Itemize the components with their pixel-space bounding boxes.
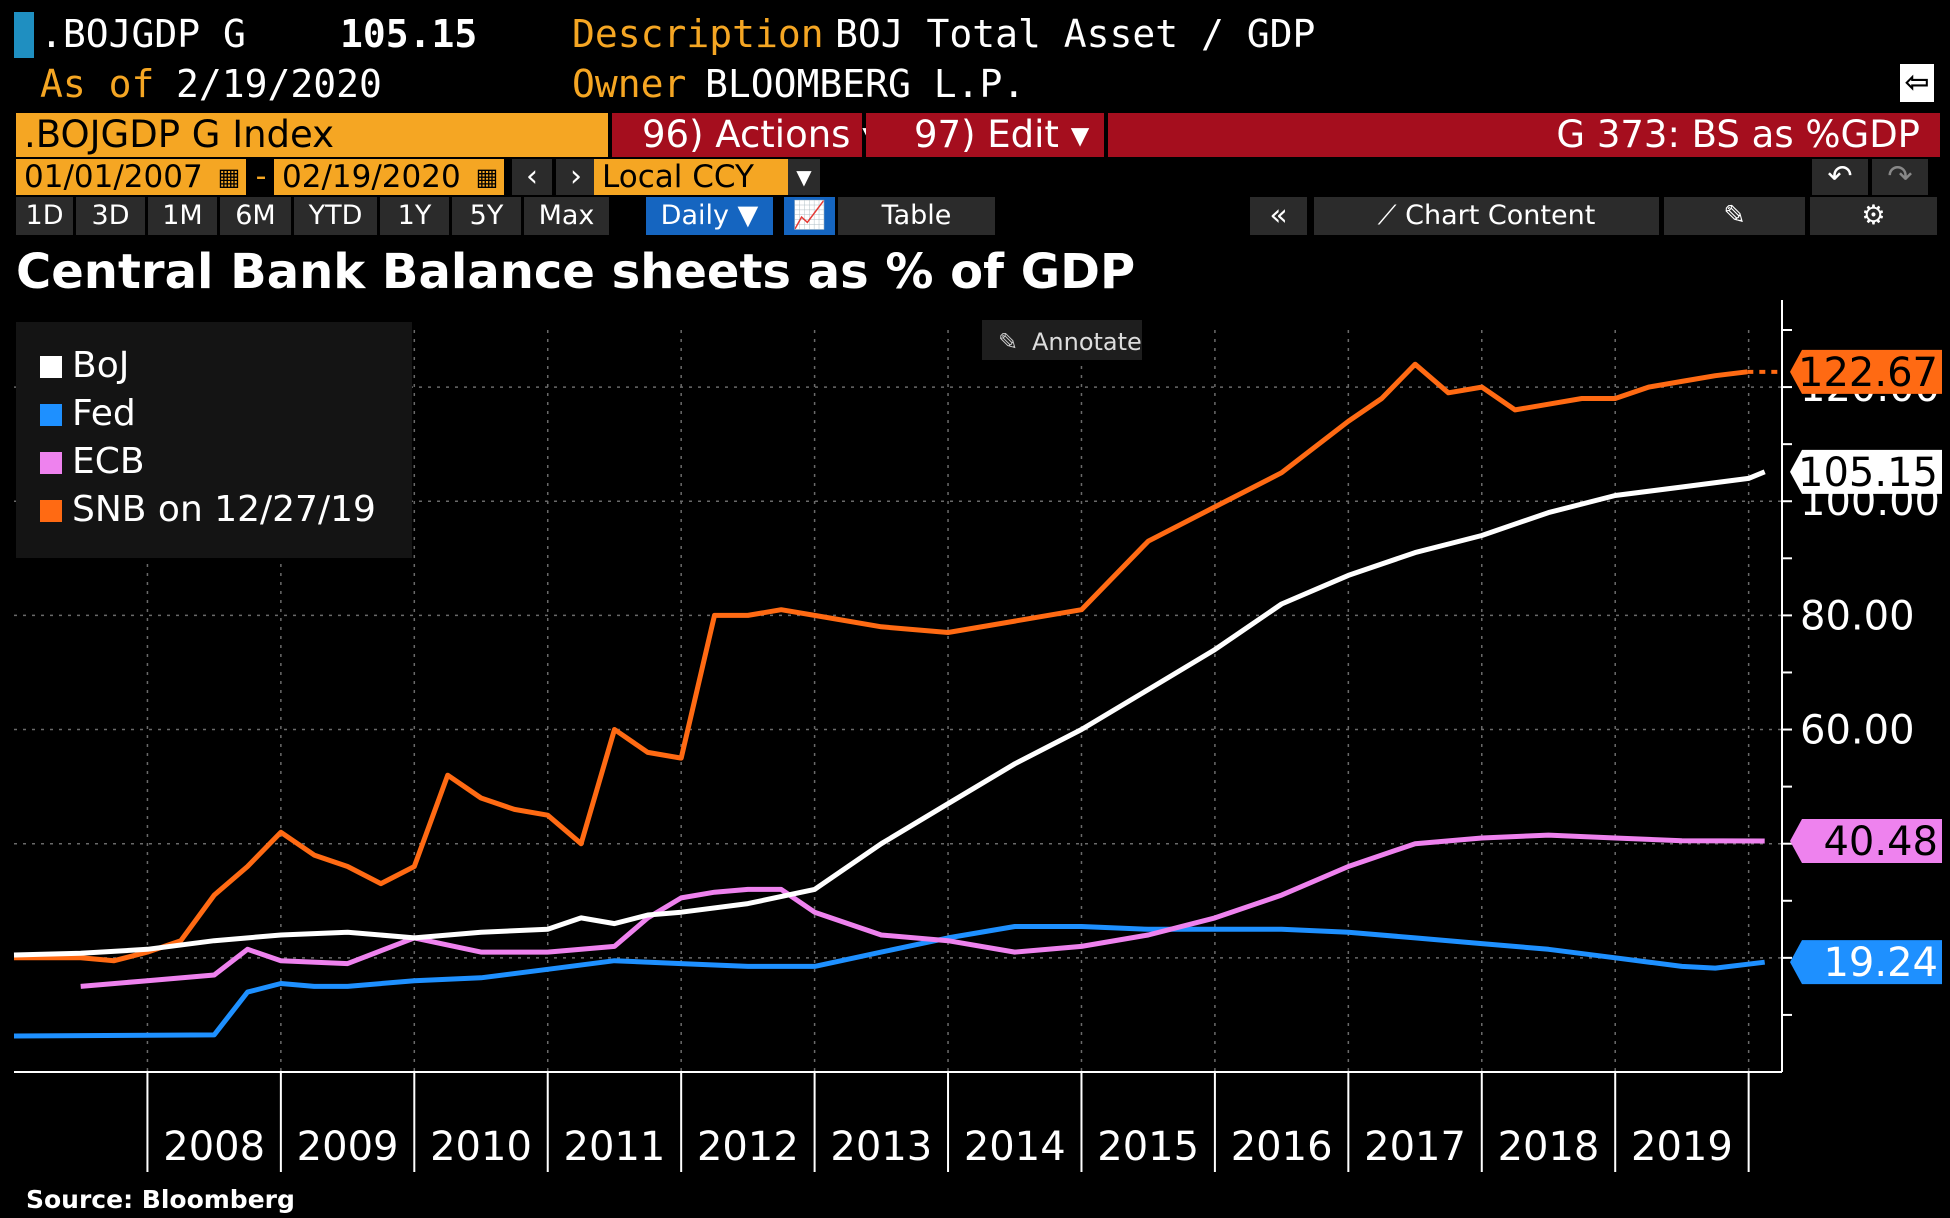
period-max[interactable]: Max	[524, 197, 612, 235]
last-value-tag	[1790, 449, 1942, 494]
last-value-text: 19.24	[1823, 940, 1938, 986]
calendar-icon[interactable]: ▦	[212, 159, 246, 195]
chevron-down-icon[interactable]: ▼	[788, 159, 820, 195]
x-tick-label: 2015	[1097, 1124, 1199, 1170]
calendar-icon[interactable]: ▦	[470, 159, 504, 195]
description-value: BOJ Total Asset / GDP	[835, 12, 1316, 56]
last-value-text: 105.15	[1798, 450, 1938, 496]
security-header: .BOJGDP G 105.15 Description BOJ Total A…	[0, 0, 1950, 115]
x-tick-label: 2010	[430, 1124, 532, 1170]
chart-title: Central Bank Balance sheets as % of GDP	[16, 244, 1136, 300]
legend-label-ecb: ECB	[72, 441, 145, 482]
date-bar: 01/01/2007 ▦ - 02/19/2020 ▦ ‹ › Local CC…	[16, 159, 1940, 195]
security-input[interactable]: .BOJGDP G Index	[16, 113, 608, 157]
last-value-label: 40.48	[1790, 818, 1942, 865]
actions-menu[interactable]: 96) Actions ▾	[612, 113, 881, 157]
period-ytd[interactable]: YTD	[294, 197, 380, 235]
frequency-select[interactable]: Daily ▼	[646, 197, 776, 235]
series-line-snb	[14, 361, 1748, 964]
series-lines	[13, 361, 1766, 1039]
function-title: G 373: BS as %GDP	[1108, 113, 1940, 157]
export-icon[interactable]: ⇦	[1900, 64, 1934, 102]
date-separator: -	[255, 159, 267, 194]
command-bar: .BOJGDP G Index 96) Actions ▾ 97) Edit ▾…	[16, 113, 1940, 157]
redo-icon[interactable]: ↷	[1872, 159, 1928, 195]
period-3d[interactable]: 3D	[76, 197, 148, 235]
ticker-price: 105.15	[340, 12, 478, 56]
legend-label-fed: Fed	[72, 393, 136, 434]
period-bar: 1D 3D 1M 6M YTD 1Y 5Y Max Daily ▼ 📈 Tabl…	[16, 197, 1940, 235]
period-6m[interactable]: 6M	[220, 197, 294, 235]
period-1d[interactable]: 1D	[16, 197, 76, 235]
series-line-ecb	[80, 832, 1765, 989]
source-note: Source: Bloomberg	[26, 1185, 295, 1214]
last-value-labels: 122.67 105.15 40.48 19.24	[1747, 349, 1942, 986]
last-value-tag	[1790, 818, 1942, 863]
legend-label-boj: BoJ	[72, 345, 129, 386]
last-value-text: 122.67	[1798, 350, 1938, 396]
owner-label: Owner	[572, 62, 687, 106]
x-tick-label: 2019	[1631, 1124, 1733, 1170]
edit-chart-icon[interactable]: ✎	[1664, 197, 1808, 235]
ticker-symbol: .BOJGDP G	[40, 12, 246, 56]
chart-content-icon: ⟋	[1377, 200, 1406, 231]
as-of-date: 2/19/2020	[176, 62, 382, 106]
table-button[interactable]: Table	[838, 197, 998, 235]
x-tick-label: 2013	[830, 1124, 932, 1170]
description-label: Description	[572, 12, 824, 56]
x-tick-label: 2008	[163, 1124, 265, 1170]
legend-box	[16, 322, 412, 558]
last-value-label: 19.24	[1790, 940, 1942, 986]
legend-swatch-snb	[40, 500, 62, 522]
series-line-fed	[13, 924, 1765, 1039]
y-tick-label: 60.00	[1800, 708, 1915, 754]
previous-icon[interactable]: ‹	[512, 159, 552, 195]
last-value-label: 105.15	[1790, 449, 1942, 496]
x-tick-label: 2016	[1231, 1124, 1333, 1170]
last-value-tag	[1790, 940, 1942, 985]
legend-swatch-fed	[40, 404, 62, 426]
owner-value: BLOOMBERG L.P.	[705, 62, 1026, 106]
toolbar-spacer	[998, 197, 1030, 235]
annotate-label: Annotate	[1032, 328, 1142, 356]
period-1y[interactable]: 1Y	[380, 197, 452, 235]
legend-swatch-ecb	[40, 452, 62, 474]
as-of-label: As of	[40, 62, 155, 106]
annotate-icon: ✎	[998, 328, 1018, 356]
series-line-boj	[13, 469, 1766, 958]
gear-icon[interactable]: ⚙	[1810, 197, 1940, 235]
period-1m[interactable]: 1M	[148, 197, 220, 235]
x-tick-label: 2009	[297, 1124, 399, 1170]
edit-menu[interactable]: 97) Edit ▾	[866, 113, 1104, 157]
last-value-tag	[1790, 349, 1942, 394]
currency-select[interactable]: Local CCY	[594, 159, 788, 195]
chart-content-button[interactable]: ⟋ Chart Content	[1314, 197, 1662, 235]
chart-canvas: 2008 2009 2010 2011 2012 2013 2014 2015 2016 2017…	[13, 300, 1942, 1172]
last-value-text: 40.48	[1823, 819, 1938, 865]
y-tick-label: 80.00	[1800, 593, 1915, 639]
legend-swatch-boj	[40, 356, 62, 378]
annotate-button[interactable]: ✎ Annotate	[982, 320, 1142, 360]
chart-content-label: Chart Content	[1405, 200, 1596, 231]
start-date-input[interactable]: 01/01/2007	[16, 159, 212, 195]
collapse-icon[interactable]: «	[1250, 197, 1310, 235]
line-chart-icon[interactable]: 📈	[784, 197, 838, 235]
undo-icon[interactable]: ↶	[1812, 159, 1868, 195]
last-value-label: 122.67	[1790, 349, 1942, 396]
x-tick-label: 2018	[1498, 1124, 1600, 1170]
legend-label-snb: SNB on 12/27/19	[72, 489, 376, 530]
legend: BoJ Fed ECB SNB on 12/27/19	[16, 322, 412, 558]
x-tick-label: 2011	[564, 1124, 666, 1170]
x-tick-label: 2014	[964, 1124, 1066, 1170]
x-axis: 2008 2009 2010 2011 2012 2013 2014 2015 2016 2017…	[14, 1071, 1782, 1172]
period-5y[interactable]: 5Y	[452, 197, 524, 235]
grid-lines	[14, 330, 1782, 1072]
ticker-marker	[14, 12, 34, 58]
x-tick-label: 2012	[697, 1124, 799, 1170]
next-icon[interactable]: ›	[556, 159, 596, 195]
end-date-input[interactable]: 02/19/2020	[274, 159, 470, 195]
x-tick-label: 2017	[1364, 1124, 1466, 1170]
